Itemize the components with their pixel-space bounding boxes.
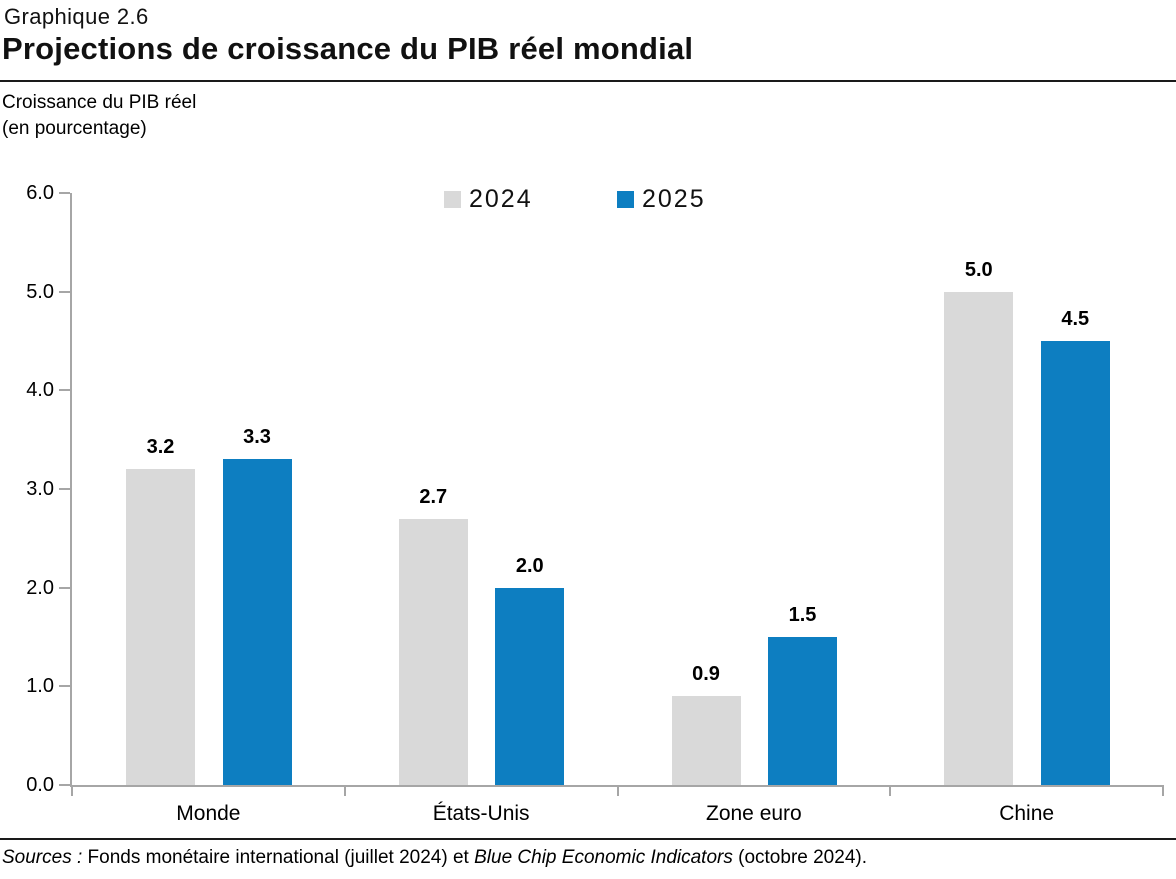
y-axis-tick-label: 2.0 — [26, 576, 54, 599]
x-axis-tick — [343, 785, 346, 796]
bar-2025-zone-euro — [768, 637, 837, 785]
y-axis-tick-label: 3.0 — [26, 478, 54, 500]
bar-value-label: 4.5 — [1061, 308, 1090, 330]
x-axis-tick — [71, 785, 73, 796]
bar-2024-chine — [944, 291, 1014, 785]
bar-2024-états-unis — [398, 518, 468, 785]
bar-value-label: 3.3 — [243, 426, 271, 449]
bar-2025-chine — [1040, 341, 1110, 785]
sources-segment: (octobre 2024). — [732, 847, 867, 868]
y-axis-tick-label: 1.0 — [26, 675, 54, 698]
legend-label-2025: 2025 — [642, 185, 706, 213]
y-axis-tick — [59, 192, 70, 194]
bar-value-label: 2.0 — [515, 554, 544, 577]
x-axis-category-label: Monde — [176, 802, 241, 825]
x-axis-tick — [1162, 785, 1164, 796]
y-axis-tick — [59, 784, 70, 786]
y-axis-tick — [59, 488, 70, 490]
y-axis-tick-label: 0.0 — [26, 774, 54, 796]
bar-2025-monde — [222, 459, 292, 785]
sources-segment: Blue Chip Economic Indicators — [474, 847, 733, 868]
bar-value-label: 0.9 — [692, 663, 720, 686]
legend-label-2024: 2024 — [469, 185, 533, 213]
x-axis-category-label: États-Unis — [432, 802, 530, 825]
y-axis-tick-label: 5.0 — [26, 280, 54, 303]
legend-item-2025: 2025 — [617, 186, 706, 212]
y-axis-tick-label: 6.0 — [26, 182, 54, 204]
bar-value-label: 1.5 — [788, 604, 817, 626]
sources-note: Sources : Fonds monétaire international … — [2, 847, 867, 869]
x-axis-tick — [889, 785, 892, 796]
y-axis-caption-line2: (en pourcentage) — [2, 118, 147, 139]
bar-2024-zone-euro — [671, 696, 741, 785]
x-axis-category-label: Chine — [999, 802, 1055, 825]
y-axis-caption-line1: Croissance du PIB réel — [2, 92, 197, 113]
footer-divider — [0, 838, 1176, 840]
bar-value-label: 3.2 — [146, 436, 175, 459]
y-axis-tick — [59, 290, 70, 293]
y-axis-tick — [59, 685, 70, 688]
figure-title: Projections de croissance du PIB réel mo… — [2, 31, 694, 66]
sources-segment: Sources : — [2, 847, 83, 868]
x-axis-tick — [616, 785, 619, 796]
bar-2025-états-unis — [495, 587, 565, 785]
y-axis-tick-label: 4.0 — [26, 379, 54, 402]
sources-segment: Fonds monétaire international (juillet 2… — [82, 847, 475, 868]
legend-swatch-2025 — [617, 190, 634, 208]
bar-value-label: 2.7 — [419, 485, 448, 508]
y-axis-tick — [59, 389, 70, 392]
legend-item-2024: 2024 — [444, 186, 533, 212]
y-axis-tick — [59, 586, 70, 589]
bar-value-label: 5.0 — [964, 258, 993, 281]
figure-number: Graphique 2.6 — [4, 4, 149, 29]
legend-swatch-2024 — [444, 190, 461, 208]
x-axis-category-label: Zone euro — [706, 802, 802, 825]
bar-2024-monde — [126, 469, 195, 785]
title-divider — [0, 80, 1176, 82]
